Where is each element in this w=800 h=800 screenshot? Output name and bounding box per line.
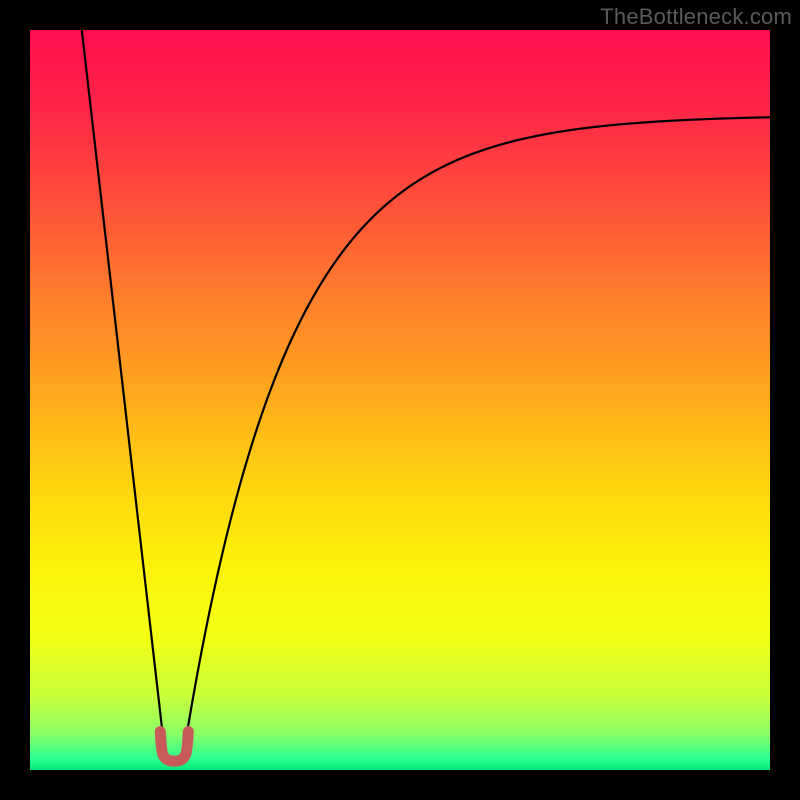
watermark-text: TheBottleneck.com: [600, 4, 792, 30]
chart-stage: TheBottleneck.com: [0, 0, 800, 800]
plot-background: [30, 30, 770, 770]
bottleneck-curve-chart: [0, 0, 800, 800]
